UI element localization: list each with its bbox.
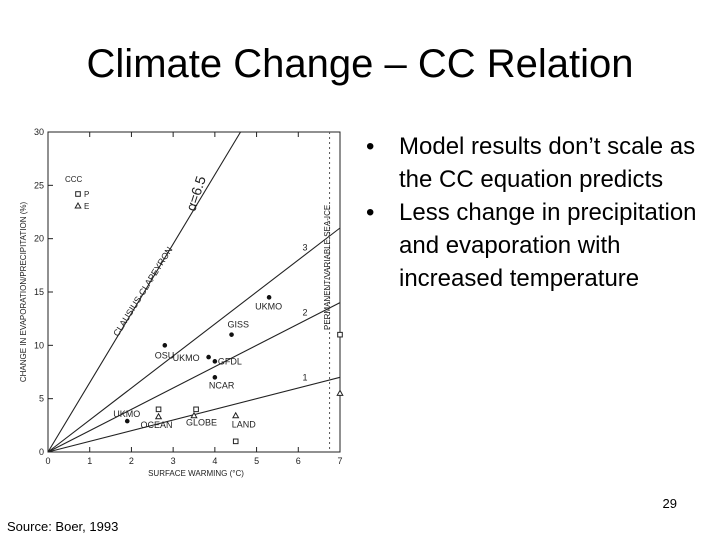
x-tick-label: 4: [212, 456, 217, 466]
legend-entry-label: E: [84, 202, 89, 211]
point-square: [75, 191, 81, 197]
sea-ice-label: PERMANENT/VARIABLE SEA-ICE: [323, 205, 332, 330]
point-triangle: [336, 389, 344, 396]
reference-line-label: 2: [302, 307, 307, 317]
point-square: [232, 438, 239, 445]
x-tick-label: 6: [296, 456, 301, 466]
point-dot: [266, 295, 272, 300]
legend-title: CCC: [65, 175, 83, 184]
slide-title: Climate Change – CC Relation: [86, 42, 634, 86]
alpha-label: α=6.5: [183, 174, 209, 213]
reference-lines: 3 2 1: [47, 131, 341, 453]
point-square: [193, 406, 199, 413]
bullet-dot-icon: •: [366, 199, 375, 226]
point-label: NCAR: [209, 380, 235, 390]
point-triangle: [232, 411, 240, 419]
point-label: GISS: [228, 320, 250, 330]
point-label: GLOBE: [186, 418, 217, 428]
bullet-item: • Less change in precipitation and evapor…: [366, 196, 706, 295]
point-label: UKMO: [173, 353, 200, 363]
y-tick-label: 30: [34, 127, 44, 137]
reference-line-label: 3: [302, 242, 307, 252]
y-tick-label: 15: [34, 287, 44, 297]
point-label: OSU: [155, 350, 175, 360]
x-tick-label: 2: [129, 456, 134, 466]
clausius-clapeyron-label: CLAUSIUS-CLAPEYRON: [111, 245, 174, 338]
legend-entry-label: P: [84, 190, 89, 199]
point-label: GFDL: [218, 356, 242, 366]
y-tick-label: 0: [39, 447, 44, 457]
bullet-dot-icon: •: [366, 133, 375, 160]
bullet-text: Less change in precipitation and evapora…: [399, 199, 697, 292]
bullet-list: • Model results don’t scale as the CC equ…: [366, 130, 706, 295]
x-axis-label: SURFACE WARMING (°C): [148, 469, 244, 478]
point-dot: [124, 418, 130, 424]
point-label: UKMO: [255, 301, 282, 311]
point-dot: [229, 332, 234, 337]
page-number: 29: [662, 496, 677, 511]
y-axis-label: CHANGE IN EVAPORATION/PRECIPITATION (%): [19, 202, 28, 383]
reference-line: [47, 227, 341, 453]
point-triangle: [154, 412, 163, 420]
reference-line-label: 1: [302, 373, 307, 383]
x-tick-label: 7: [337, 456, 342, 466]
y-tick-label: 5: [39, 394, 44, 404]
source-citation: Source: Boer, 1993: [7, 519, 119, 534]
chart-svg: 3 2 1 0 1 2 3 4 5 6 7 0 5 10 15 20 25 30 GISS UKMO GFDL NCA…: [19, 127, 344, 478]
point-square: [337, 331, 343, 338]
point-triangle: [190, 411, 198, 419]
x-tick-label: 3: [171, 456, 176, 466]
point-label: OCEAN: [141, 420, 173, 430]
point-label: LAND: [232, 420, 257, 430]
chart-legend: CCC PE: [65, 175, 89, 211]
x-tick-label: 5: [254, 456, 259, 466]
bullet-item: • Model results don’t scale as the CC equ…: [366, 130, 706, 196]
point-label: UKMO: [113, 409, 140, 419]
bullet-text: Model results don’t scale as the CC equa…: [399, 133, 696, 193]
x-tick-label: 0: [45, 456, 50, 466]
point-triangle: [74, 201, 82, 209]
point-dot: [212, 375, 218, 380]
evaporation-precipitation-chart: 3 2 1 0 1 2 3 4 5 6 7 0 5 10 15 20 25 30 GISS UKMO GFDL NCA…: [0, 120, 350, 485]
reference-line: [47, 131, 241, 453]
chart-axes: [47, 131, 341, 453]
y-tick-label: 20: [34, 234, 44, 244]
y-tick-label: 25: [34, 180, 44, 190]
y-tick-label: 10: [34, 340, 44, 350]
point-dot: [162, 343, 168, 348]
x-tick-label: 1: [87, 456, 92, 466]
reference-line: [47, 302, 341, 453]
point-dot: [212, 359, 218, 364]
tick-labels: 0 1 2 3 4 5 6 7 0 5 10 15 20 25 30: [34, 127, 343, 466]
point-square: [155, 406, 162, 413]
point-dot: [206, 354, 211, 360]
